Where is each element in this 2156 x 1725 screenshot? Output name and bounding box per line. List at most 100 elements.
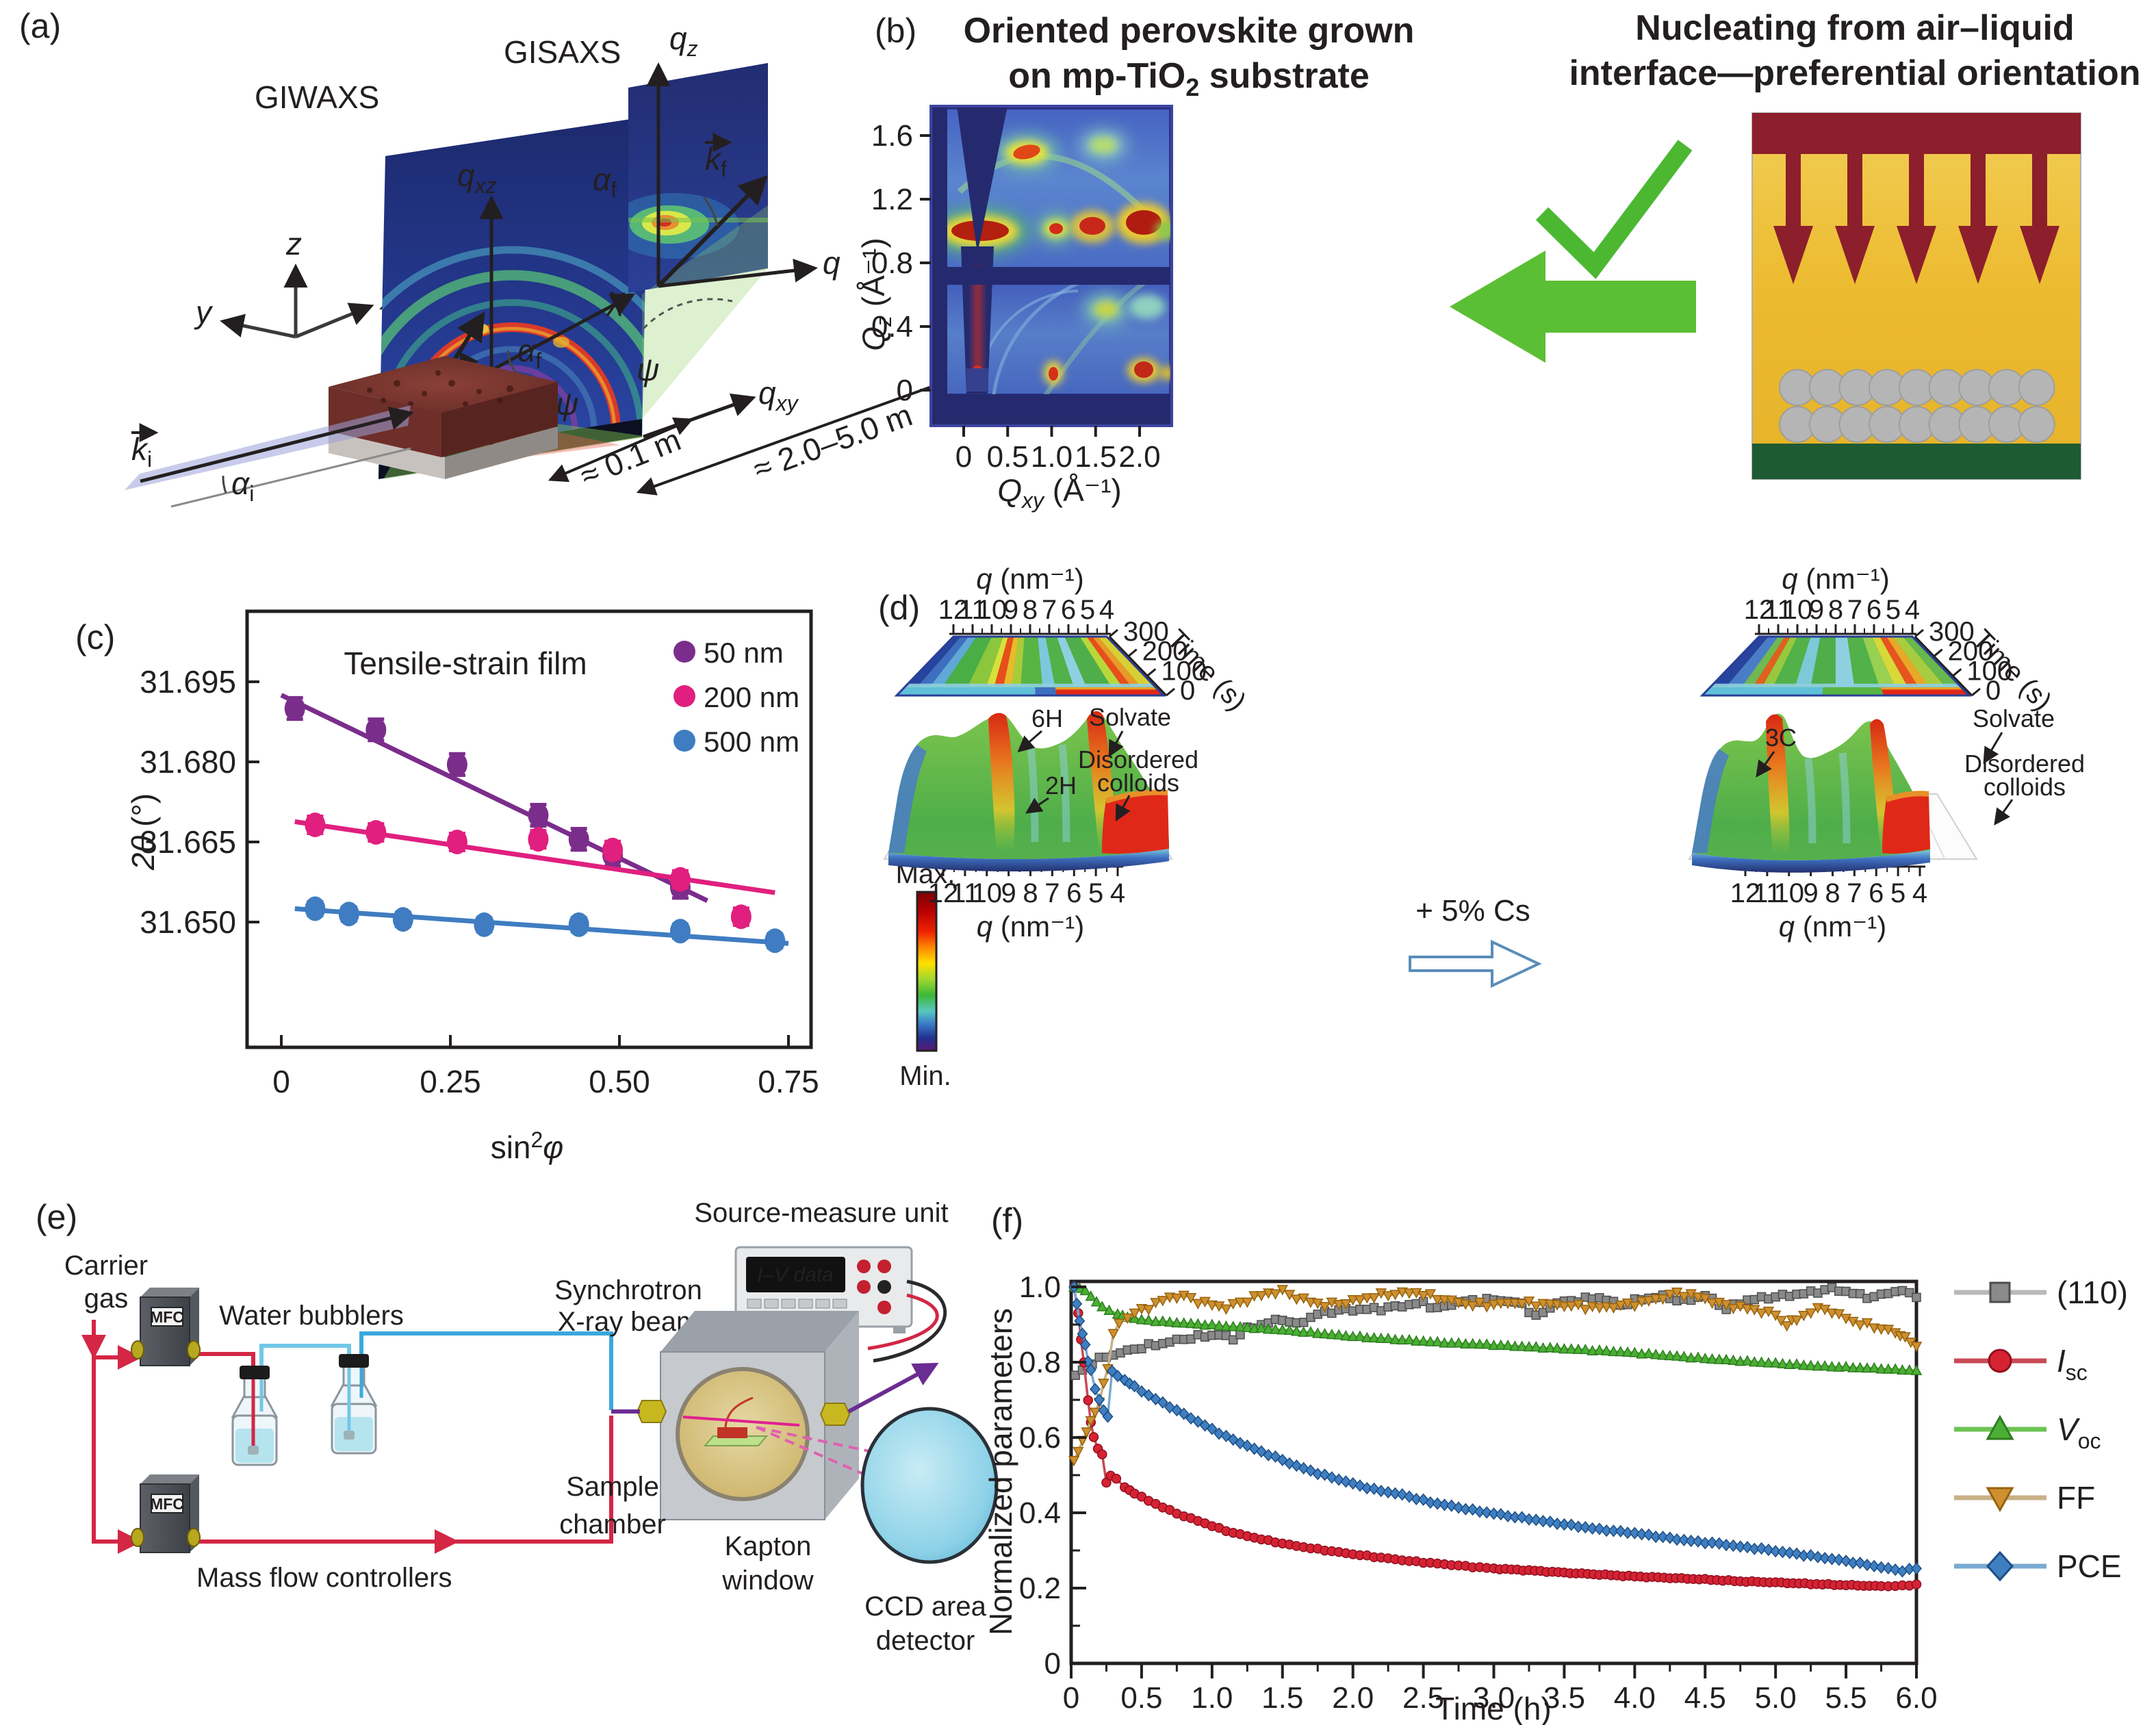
svg-text:300: 300 [1929, 617, 1975, 647]
svg-text:31.680: 31.680 [140, 744, 236, 780]
svg-text:q (nm⁻¹): q (nm⁻¹) [1782, 563, 1890, 595]
mfc-2-label: MFC [150, 1495, 184, 1513]
label-colloids-right: colloids [1984, 773, 2066, 801]
mfc-1: MFC [131, 1288, 201, 1366]
source-measure-unit: I–V data [734, 1246, 913, 1333]
giwaxs-title: GIWAXS [255, 79, 379, 115]
svg-text:12: 12 [1730, 878, 1761, 908]
panel-f-ticks: 0 0.5 1.0 1.5 2.0 2.5 3.0 3.5 4.0 4.5 5.0 5.5 6.0 0 0.… [1019, 1270, 1938, 1715]
bubbler-bottle-2 [330, 1354, 378, 1455]
panel-c-strain-plot: (c) Tensile-strain film 50 nm 200 nm 500… [75, 609, 819, 1165]
panel-a-letter: (a) [19, 7, 61, 45]
gisaxs-title: GISAXS [504, 34, 621, 70]
psi-label-giwaxs: ψ [556, 386, 578, 422]
svg-text:4: 4 [1099, 595, 1114, 625]
svg-text:0.4: 0.4 [871, 310, 913, 344]
svg-text:5: 5 [1890, 878, 1905, 908]
kapton-label-2: window [721, 1566, 814, 1596]
panel-e-letter: (e) [36, 1198, 77, 1236]
svg-text:2.0: 2.0 [1332, 1681, 1374, 1715]
panel-d-left-annotations: 6H Solvate Disordered colloids 2H [1017, 703, 1198, 822]
svg-text:10: 10 [977, 595, 1008, 625]
svg-text:4: 4 [1110, 878, 1125, 908]
svg-text:11: 11 [951, 878, 979, 908]
legend-marker-pce [1986, 1550, 2014, 1582]
beam-nut-right [819, 1403, 851, 1426]
panel-b-left-title-1: Oriented perovskite grown [964, 11, 1415, 51]
svg-text:0.8: 0.8 [871, 246, 913, 280]
svg-text:12: 12 [938, 595, 969, 625]
colorbar: Max. Min. [896, 859, 955, 1091]
panel-b-giwaxs-map-and-schematic: (b) Oriented perovskite grown on mp-TiO2… [856, 8, 2141, 513]
panel-b-right-title-1: Nucleating from air–liquid [1635, 8, 2074, 48]
svg-text:3.5: 3.5 [1543, 1681, 1585, 1715]
panel-f-stability-plot: (f) 0 0.5 1.0 1.5 2.0 2.5 3.0 3.5 4.0 4.5 5.0 5.5 6.… [983, 1201, 2128, 1725]
label-colloids-left: colloids [1097, 769, 1179, 797]
svg-text:200: 200 [1142, 637, 1188, 667]
panel-f-data [1068, 1280, 1923, 1592]
panel-f-letter: (f) [991, 1201, 1023, 1240]
svg-text:8: 8 [1828, 595, 1843, 625]
right-arrow-icon [1409, 939, 1542, 988]
legend-200nm: 200 nm [704, 681, 799, 713]
vapor-lines [259, 1331, 613, 1435]
carrier-gas-label-2: gas [84, 1283, 129, 1314]
panel-a-giwaxs-gisaxs-geometry: (a) z x y [19, 7, 987, 508]
label-2h: 2H [1045, 771, 1077, 800]
kf-vector-label-gisaxs: kf [705, 133, 732, 181]
svg-text:0.6: 0.6 [1019, 1421, 1061, 1455]
legend-marker-voc [1986, 1414, 2014, 1440]
bubbler-bottle-1 [231, 1366, 279, 1466]
svg-text:9: 9 [1001, 878, 1016, 908]
checkmark-icon [1535, 140, 1693, 279]
legend-voc: Voc [2057, 1411, 2101, 1453]
svg-text:8: 8 [1023, 878, 1038, 908]
legend-marker-ff [1986, 1487, 2014, 1513]
svg-text:2.5: 2.5 [1402, 1681, 1444, 1715]
label-3c: 3C [1765, 724, 1797, 752]
qxz-axis-label: qxz [457, 157, 497, 198]
surface-3d-left [883, 711, 1173, 872]
psi-label-gisaxs: ψ [637, 352, 659, 387]
svg-text:6: 6 [1061, 595, 1076, 625]
left-arrow-icon [1450, 251, 1696, 363]
svg-text:9: 9 [1804, 878, 1819, 908]
svg-text:0.75: 0.75 [758, 1064, 819, 1099]
svg-text:11: 11 [958, 595, 987, 625]
svg-text:4: 4 [1912, 878, 1927, 908]
panel-c-ticks: 0 0.25 0.50 0.75 31.695 31.680 31.665 31.650 [140, 664, 819, 1099]
smu-label: Source-measure unit [694, 1198, 948, 1228]
panel-d-right-annotations: 3C Solvate Disordered colloids [1756, 704, 2085, 826]
svg-text:0: 0 [1044, 1647, 1061, 1681]
qxy-axis-label: qxy [758, 375, 799, 416]
sample-chamber-label-1: Sample [566, 1472, 659, 1502]
panel-c-title: Tensile-strain film [344, 646, 587, 681]
svg-text:2.0: 2.0 [1118, 440, 1160, 474]
coordinate-axes-icon [220, 264, 374, 339]
svg-text:0.25: 0.25 [420, 1064, 481, 1099]
legend-ff: FF [2057, 1480, 2095, 1516]
svg-text:300: 300 [1123, 617, 1169, 647]
legend-isc: Isc [2057, 1343, 2088, 1385]
giwaxs-2d-map [929, 105, 1173, 427]
svg-text:5.0: 5.0 [1755, 1681, 1797, 1715]
label-6h: 6H [1031, 704, 1063, 732]
water-bubblers-label: Water bubblers [219, 1301, 404, 1331]
downward-growth-arrows [1773, 154, 2059, 284]
svg-text:q (nm⁻¹): q (nm⁻¹) [977, 910, 1085, 943]
svg-text:3.0: 3.0 [1473, 1681, 1515, 1715]
svg-text:10: 10 [1774, 878, 1805, 908]
ccd-label-1: CCD area [864, 1592, 987, 1622]
carrier-gas-label-1: Carrier [64, 1251, 148, 1281]
panel-c-xlabel: sin2φ [491, 1127, 564, 1165]
svg-text:5: 5 [1886, 595, 1901, 625]
label-solvate-left: Solvate [1089, 703, 1171, 731]
svg-text:31.650: 31.650 [140, 904, 236, 940]
mfc-1-label: MFC [150, 1308, 184, 1326]
legend-pce: PCE [2057, 1548, 2122, 1584]
svg-text:0.50: 0.50 [589, 1064, 650, 1099]
svg-text:0.4: 0.4 [1019, 1496, 1061, 1530]
svg-text:12: 12 [1744, 595, 1775, 625]
